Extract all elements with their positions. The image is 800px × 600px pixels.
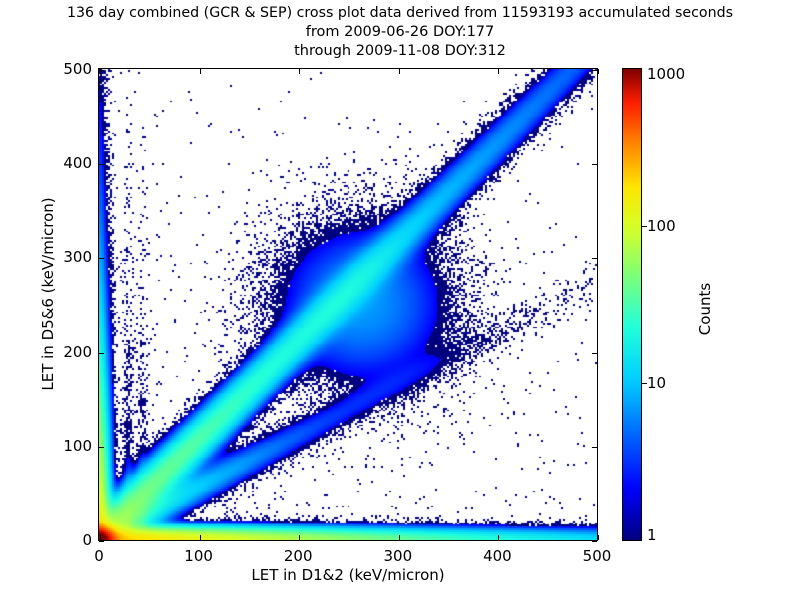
y-tick-300	[99, 258, 104, 260]
y-tick-200	[99, 352, 104, 354]
x-tick-label-200: 200	[283, 547, 313, 565]
y-tick-400	[592, 164, 597, 166]
colorbar-scale	[622, 68, 642, 541]
y-tick-0	[99, 541, 104, 542]
y-tick-label-500: 500	[63, 60, 92, 78]
scatter-density-plot	[99, 69, 597, 540]
x-tick-400	[498, 535, 500, 540]
y-tick-300	[592, 258, 597, 260]
x-tick-label-300: 300	[383, 547, 413, 565]
chart-title: 136 day combined (GCR & SEP) cross plot …	[0, 4, 800, 61]
y-tick-200	[592, 352, 597, 354]
y-tick-label-400: 400	[63, 154, 92, 173]
x-tick-label-500: 500	[582, 547, 612, 565]
colorbar-tick-100	[642, 225, 647, 227]
y-tick-500	[592, 70, 597, 71]
y-tick-100	[99, 446, 104, 448]
x-tick-200	[299, 69, 301, 74]
colorbar-tick-10	[642, 383, 647, 385]
x-tick-0	[100, 535, 101, 540]
colorbar-tick-label-1: 1	[647, 526, 657, 544]
colorbar-label: Counts	[696, 282, 714, 336]
y-tick-label-200: 200	[63, 342, 92, 361]
colorbar-tick-label-10: 10	[647, 374, 667, 393]
y-tick-0	[592, 541, 597, 542]
y-tick-100	[592, 446, 597, 448]
x-tick-100	[199, 535, 201, 540]
x-tick-0	[100, 69, 101, 74]
chart-title-line-1: 136 day combined (GCR & SEP) cross plot …	[66, 5, 733, 21]
chart-title-line-3: through 2009-11-08 DOY:312	[294, 43, 506, 59]
colorbar-tick-label-1000: 1000	[647, 65, 686, 83]
x-tick-200	[299, 535, 301, 540]
x-tick-label-0: 0	[94, 547, 104, 565]
colorbar	[622, 68, 647, 541]
chart-title-line-2: from 2009-06-26 DOY:177	[305, 24, 495, 40]
x-axis-label: LET in D1&2 (keV/micron)	[251, 566, 445, 584]
x-tick-label-400: 400	[483, 547, 512, 565]
colorbar-gradient	[623, 69, 641, 540]
x-tick-label-100: 100	[184, 547, 213, 565]
y-axis-label: LET in D5&6 (keV/micron)	[39, 197, 57, 391]
x-tick-100	[199, 69, 201, 74]
plot-axes	[98, 68, 599, 542]
y-tick-label-100: 100	[63, 436, 92, 455]
x-tick-400	[498, 69, 500, 74]
y-tick-500	[99, 70, 104, 71]
x-tick-500	[598, 535, 599, 540]
y-tick-label-0: 0	[82, 531, 92, 549]
x-tick-300	[398, 535, 400, 540]
x-tick-300	[398, 69, 400, 74]
colorbar-tick-label-100: 100	[647, 216, 676, 235]
y-tick-label-300: 300	[63, 248, 92, 267]
y-tick-400	[99, 164, 104, 166]
x-tick-500	[598, 69, 599, 74]
